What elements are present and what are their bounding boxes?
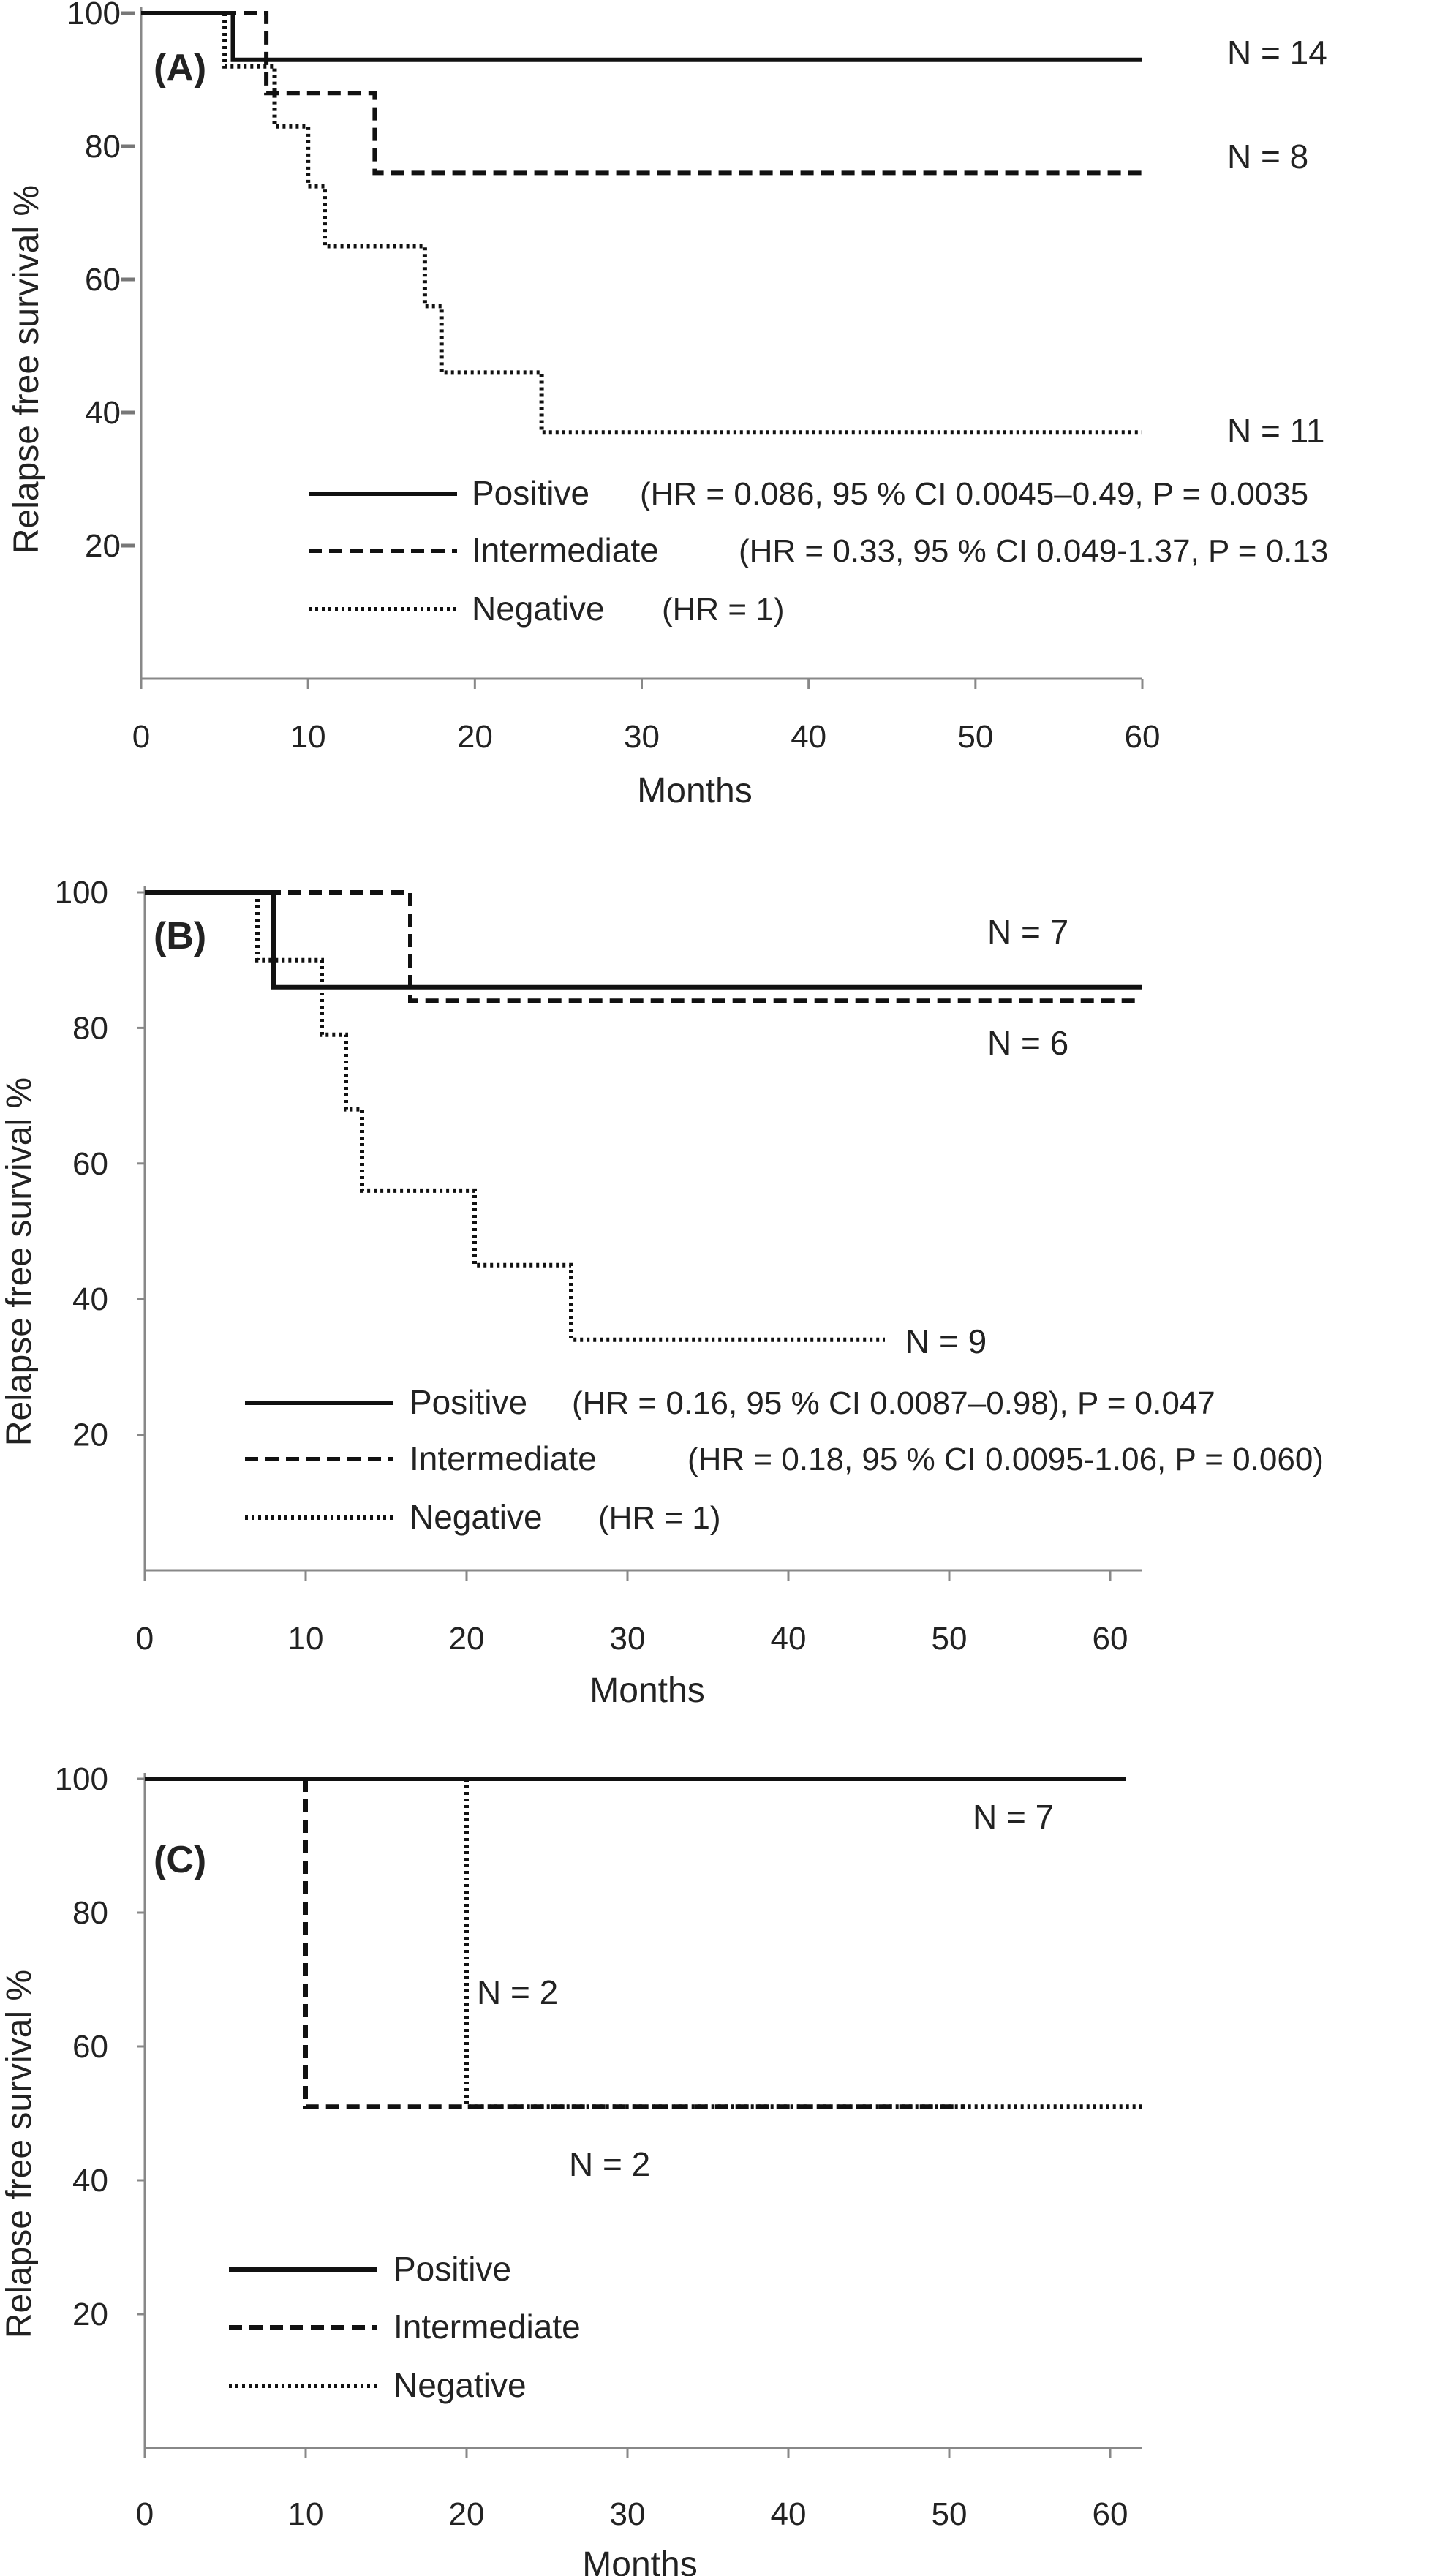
panel-a-tag: (A) [154, 47, 206, 89]
panel-a-series-positive [141, 11, 1142, 62]
panel-a-y-tick-label: 100 [67, 0, 121, 31]
panel-b-x-tick-label: 50 [932, 1621, 968, 1657]
panel-a: (A) Relapse free survival % Months N = 1… [7, 0, 1328, 810]
panel-a-n-label-intermediate: N = 8 [1227, 138, 1308, 176]
panel-a-y-tick-label: 20 [85, 528, 121, 564]
panel-c-legend-label-negative: Negative [393, 2366, 527, 2404]
panel-b-y-tick-label: 100 [55, 875, 108, 911]
panel-a-x-tick-label: 60 [1125, 719, 1161, 755]
panel-b-tag: (B) [154, 915, 206, 957]
panel-a-legend-label-positive: Positive [472, 474, 589, 512]
panel-b-x-tick-label: 0 [136, 1621, 154, 1657]
panel-a-legend-stat-intermediate: (HR = 0.33, 95 % CI 0.049-1.37, P = 0.13 [739, 533, 1328, 569]
panel-b: (B) Relapse free survival % Months N = 7… [0, 875, 1324, 1710]
panel-a-legend-stat-positive: (HR = 0.086, 95 % CI 0.0045–0.49, P = 0.… [640, 476, 1308, 512]
panel-a-series-intermediate [141, 11, 1142, 176]
panel-c-n-label-negative: N = 2 [477, 1973, 558, 2011]
panel-b-legend-stat-negative: (HR = 1) [598, 1500, 720, 1536]
panel-c-y-tick-label: 100 [55, 1761, 108, 1797]
panel-b-x-tick-label: 10 [288, 1621, 324, 1657]
panel-c-x-tick-label: 50 [932, 2496, 968, 2532]
panel-b-n-label-positive: N = 7 [987, 913, 1068, 951]
panel-a-legend-label-intermediate: Intermediate [472, 531, 659, 569]
panel-b-y-tick-label: 20 [72, 1417, 108, 1453]
panel-c-tag: (C) [154, 1839, 206, 1881]
panel-c-series-negative [464, 1779, 1142, 2109]
panel-c-y-tick-label: 80 [72, 1895, 108, 1931]
panel-b-y-axis-title: Relapse free survival % [0, 1077, 39, 1446]
panel-c-x-tick-label: 20 [449, 2496, 485, 2532]
panel-a-x-tick-label: 50 [957, 719, 993, 755]
panel-b-x-tick-label: 60 [1093, 1621, 1128, 1657]
panel-b-y-tick-label: 60 [72, 1146, 108, 1182]
panel-c-y-tick-label: 20 [72, 2297, 108, 2332]
panel-a-x-tick-label: 40 [791, 719, 826, 755]
panel-c-x-axis-title: Months [582, 2545, 697, 2576]
panel-c-legend-label-positive: Positive [393, 2250, 511, 2288]
panel-b-legend-stat-positive: (HR = 0.16, 95 % CI 0.0087–0.98), P = 0.… [572, 1385, 1215, 1421]
panel-c-n-label-intermediate: N = 2 [569, 2145, 650, 2183]
panel-a-series-negative [222, 13, 1142, 435]
panel-b-legend-label-positive: Positive [410, 1383, 527, 1421]
panel-a-x-axis-title: Months [637, 772, 752, 810]
panel-a-n-label-negative: N = 11 [1227, 412, 1324, 450]
panel-b-legend-stat-intermediate: (HR = 0.18, 95 % CI 0.0095-1.06, P = 0.0… [687, 1442, 1324, 1477]
panel-b-n-label-negative: N = 9 [905, 1322, 987, 1360]
panel-c-x-tick-label: 30 [610, 2496, 646, 2532]
panel-a-y-tick-label: 80 [85, 129, 121, 165]
panel-a-legend-label-negative: Negative [472, 590, 605, 628]
panel-b-y-tick-label: 80 [72, 1010, 108, 1046]
panel-a-y-tick-label: 40 [85, 395, 121, 431]
panel-c-x-tick-label: 10 [288, 2496, 324, 2532]
panel-a-x-tick-label: 30 [624, 719, 660, 755]
panel-c-series-intermediate [303, 1779, 965, 2109]
panel-b-n-label-intermediate: N = 6 [987, 1024, 1068, 1062]
panel-a-x-tick-label: 20 [457, 719, 493, 755]
panel-c-x-tick-label: 60 [1093, 2496, 1128, 2532]
panel-b-x-axis-title: Months [589, 1671, 704, 1710]
panel-c-y-axis-title: Relapse free survival % [0, 1970, 39, 2338]
panel-a-y-axis-title: Relapse free survival % [7, 185, 46, 554]
panel-c-y-tick-label: 40 [72, 2163, 108, 2199]
panel-b-x-tick-label: 30 [610, 1621, 646, 1657]
panel-a-legend-stat-negative: (HR = 1) [662, 592, 784, 628]
panel-c: (C) Relapse free survival % Months N = 7… [0, 1761, 1142, 2576]
panel-c-legend-label-intermediate: Intermediate [393, 2308, 581, 2346]
panel-a-y-tick-label: 60 [85, 262, 121, 298]
panel-a-x-tick-label: 10 [290, 719, 326, 755]
panel-b-y-tick-label: 40 [72, 1281, 108, 1317]
panel-b-x-tick-label: 40 [771, 1621, 807, 1657]
panel-c-n-label-positive: N = 7 [973, 1798, 1054, 1836]
panel-c-x-tick-label: 0 [136, 2496, 154, 2532]
panel-b-x-tick-label: 20 [449, 1621, 485, 1657]
panel-c-x-tick-label: 40 [771, 2496, 807, 2532]
panel-b-series-intermediate [145, 890, 1142, 1003]
panel-b-legend-label-negative: Negative [410, 1498, 543, 1536]
panel-a-x-tick-label: 0 [132, 719, 150, 755]
panel-b-legend-label-intermediate: Intermediate [410, 1439, 597, 1477]
panel-c-y-tick-label: 60 [72, 2029, 108, 2065]
panel-a-n-label-positive: N = 14 [1227, 34, 1327, 72]
panel-b-series-negative [255, 892, 885, 1342]
